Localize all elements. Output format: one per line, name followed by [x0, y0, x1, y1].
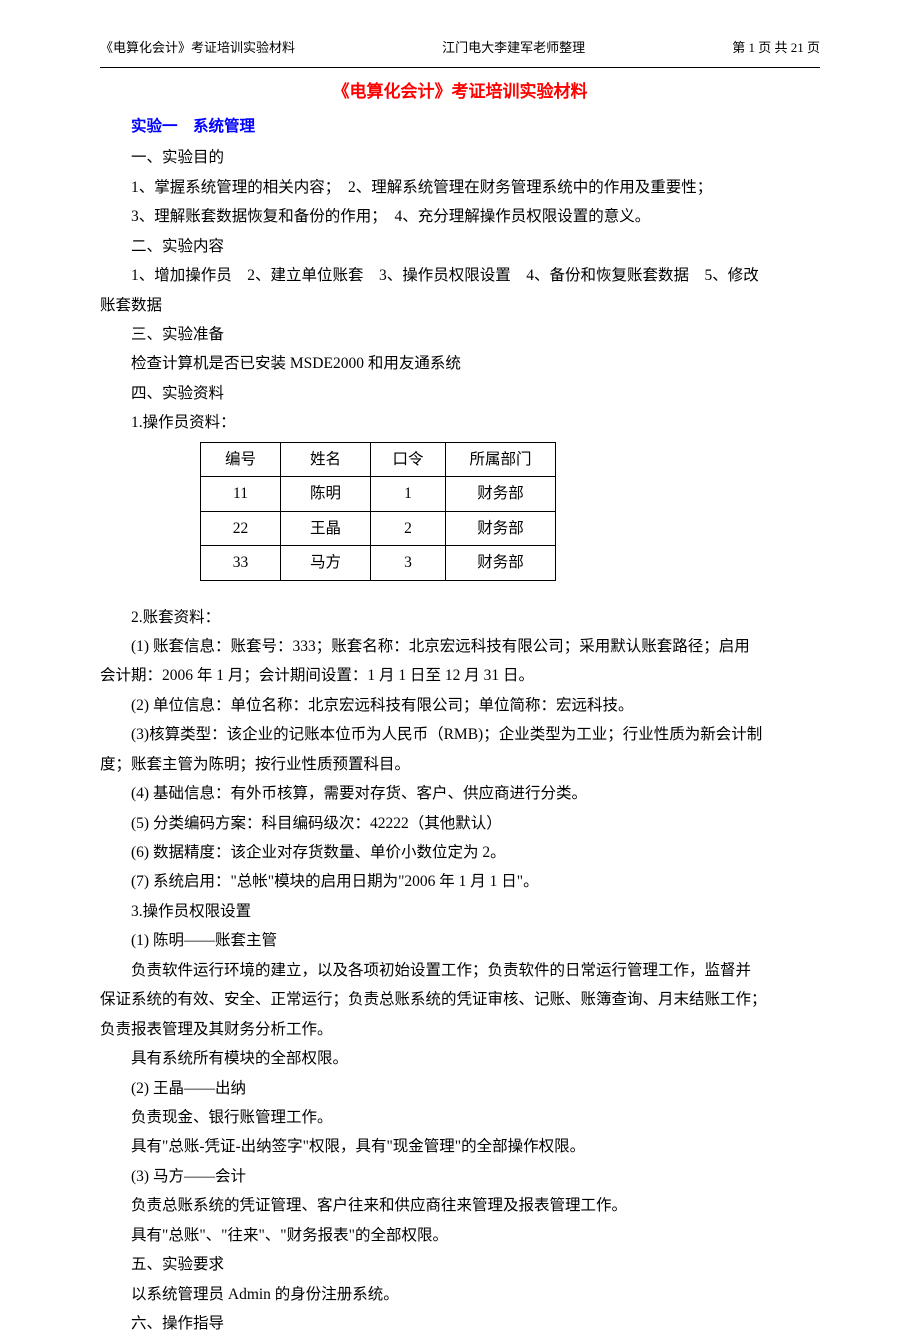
- account-p6: (6) 数据精度：该企业对存货数量、单价小数位定为 2。: [100, 838, 820, 867]
- operator-3-p2: 具有"总账"、"往来"、"财务报表"的全部权限。: [100, 1221, 820, 1250]
- section-4-heading: 四、实验资料: [100, 379, 820, 408]
- operator-2-p1: 负责现金、银行账管理工作。: [100, 1103, 820, 1132]
- table-cell: 1: [371, 477, 446, 511]
- table-cell: 财务部: [446, 477, 556, 511]
- section-2-line-1b: 账套数据: [100, 291, 820, 320]
- account-p4: (4) 基础信息：有外币核算，需要对存货、客户、供应商进行分类。: [100, 779, 820, 808]
- operator-1-p1c: 负责报表管理及其财务分析工作。: [100, 1015, 820, 1044]
- permissions-heading: 3.操作员权限设置: [100, 897, 820, 926]
- account-heading: 2.账套资料：: [100, 603, 820, 632]
- account-p1a: (1) 账套信息：账套号：333；账套名称：北京宏远科技有限公司；采用默认账套路…: [100, 632, 820, 661]
- operator-1-p1b: 保证系统的有效、安全、正常运行；负责总账系统的凭证审核、记账、账簿查询、月末结账…: [100, 985, 820, 1014]
- section-3-heading: 三、实验准备: [100, 320, 820, 349]
- account-p2: (2) 单位信息：单位名称：北京宏远科技有限公司；单位简称：宏远科技。: [100, 691, 820, 720]
- operator-1-p1a: 负责软件运行环境的建立，以及各项初始设置工作；负责软件的日常运行管理工作，监督并: [100, 956, 820, 985]
- header-right: 第 1 页 共 21 页: [732, 36, 820, 61]
- table-cell: 22: [201, 511, 281, 545]
- experiment-title: 实验一 系统管理: [100, 112, 820, 141]
- operator-1-title: (1) 陈明——账套主管: [100, 926, 820, 955]
- header-left: 《电算化会计》考证培训实验材料: [100, 36, 295, 61]
- spacer: [100, 585, 820, 603]
- page-content: 《电算化会计》考证培训实验材料 实验一 系统管理 一、实验目的 1、掌握系统管理…: [0, 68, 920, 1338]
- section-1-line-2: 3、理解账套数据恢复和备份的作用； 4、充分理解操作员权限设置的意义。: [100, 202, 820, 231]
- document-title: 《电算化会计》考证培训实验材料: [100, 76, 820, 108]
- section-2-heading: 二、实验内容: [100, 232, 820, 261]
- account-p5: (5) 分类编码方案：科目编码级次：42222（其他默认）: [100, 809, 820, 838]
- table-cell: 11: [201, 477, 281, 511]
- section-2-line-1: 1、增加操作员 2、建立单位账套 3、操作员权限设置 4、备份和恢复账套数据 5…: [100, 261, 820, 290]
- operator-table: 编号 姓名 口令 所属部门 11 陈明 1 财务部 22 王晶 2 财务部 33…: [200, 442, 556, 581]
- header-center: 江门电大李建军老师整理: [442, 36, 585, 61]
- operator-2-p2: 具有"总账-凭证-出纳签字"权限，具有"现金管理"的全部操作权限。: [100, 1132, 820, 1161]
- section-6-heading: 六、操作指导: [100, 1309, 820, 1338]
- table-cell: 财务部: [446, 546, 556, 580]
- account-p1b: 会计期：2006 年 1 月；会计期间设置：1 月 1 日至 12 月 31 日…: [100, 661, 820, 690]
- table-col-name: 姓名: [281, 442, 371, 476]
- table-col-id: 编号: [201, 442, 281, 476]
- account-p3b: 度；账套主管为陈明；按行业性质预置科目。: [100, 750, 820, 779]
- section-1-heading: 一、实验目的: [100, 143, 820, 172]
- section-4-sub1: 1.操作员资料：: [100, 408, 820, 437]
- table-row: 22 王晶 2 财务部: [201, 511, 556, 545]
- section-5-heading: 五、实验要求: [100, 1250, 820, 1279]
- table-cell: 33: [201, 546, 281, 580]
- section-3-line-1: 检查计算机是否已安装 MSDE2000 和用友通系统: [100, 349, 820, 378]
- table-col-password: 口令: [371, 442, 446, 476]
- account-p3a: (3)核算类型：该企业的记账本位币为人民币（RMB)；企业类型为工业；行业性质为…: [100, 720, 820, 749]
- table-col-department: 所属部门: [446, 442, 556, 476]
- table-cell: 陈明: [281, 477, 371, 511]
- section-1-line-1: 1、掌握系统管理的相关内容； 2、理解系统管理在财务管理系统中的作用及重要性；: [100, 173, 820, 202]
- table-cell: 马方: [281, 546, 371, 580]
- table-cell: 财务部: [446, 511, 556, 545]
- table-cell: 王晶: [281, 511, 371, 545]
- table-cell: 3: [371, 546, 446, 580]
- operator-3-title: (3) 马方——会计: [100, 1162, 820, 1191]
- account-p7: (7) 系统启用："总帐"模块的启用日期为"2006 年 1 月 1 日"。: [100, 867, 820, 896]
- section-5-line: 以系统管理员 Admin 的身份注册系统。: [100, 1280, 820, 1309]
- operator-3-p1: 负责总账系统的凭证管理、客户往来和供应商往来管理及报表管理工作。: [100, 1191, 820, 1220]
- operator-1-p2: 具有系统所有模块的全部权限。: [100, 1044, 820, 1073]
- table-row: 11 陈明 1 财务部: [201, 477, 556, 511]
- operator-2-title: (2) 王晶——出纳: [100, 1074, 820, 1103]
- table-cell: 2: [371, 511, 446, 545]
- table-header-row: 编号 姓名 口令 所属部门: [201, 442, 556, 476]
- page-header: 《电算化会计》考证培训实验材料 江门电大李建军老师整理 第 1 页 共 21 页: [100, 0, 820, 68]
- table-row: 33 马方 3 财务部: [201, 546, 556, 580]
